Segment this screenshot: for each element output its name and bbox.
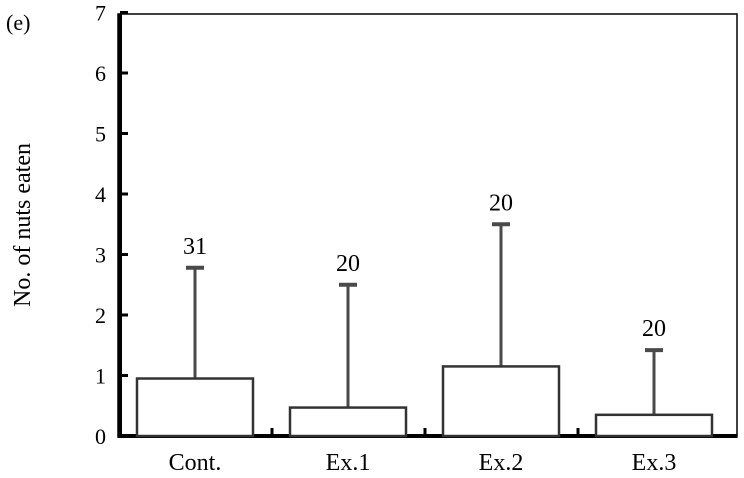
sample-size-label: 31 <box>183 234 207 260</box>
x-tick-label: Ex.1 <box>326 450 371 476</box>
y-axis-label: No. of nuts eaten <box>10 143 36 307</box>
plot-frame <box>117 13 738 438</box>
bar <box>594 413 714 438</box>
sample-size-label: 20 <box>489 190 513 216</box>
y-tick-label: 4 <box>95 182 106 207</box>
bar <box>135 377 255 438</box>
y-tick-label: 5 <box>95 122 106 147</box>
y-tick-label: 6 <box>95 61 106 86</box>
x-tick-label: Ex.2 <box>479 450 524 476</box>
sample-size-label: 20 <box>336 251 360 277</box>
y-tick-label: 1 <box>95 364 106 389</box>
y-tick-label: 7 <box>95 1 106 26</box>
bars-group: 31 20 20 20 <box>135 190 714 438</box>
y-tick-label: 0 <box>95 424 106 449</box>
x-axis-ticks: Cont. Ex.1 Ex.2 Ex.3 <box>169 428 677 476</box>
y-tick-label: 3 <box>95 243 106 268</box>
sample-size-label: 20 <box>642 316 666 342</box>
y-axis-ticks: 0 1 2 3 4 5 6 7 <box>95 1 128 449</box>
bar <box>288 406 408 438</box>
y-tick-label: 2 <box>95 303 106 328</box>
panel-label: (e) <box>6 10 30 35</box>
x-tick-label: Cont. <box>169 450 222 476</box>
bar <box>441 365 561 438</box>
x-tick-label: Ex.3 <box>632 450 677 476</box>
